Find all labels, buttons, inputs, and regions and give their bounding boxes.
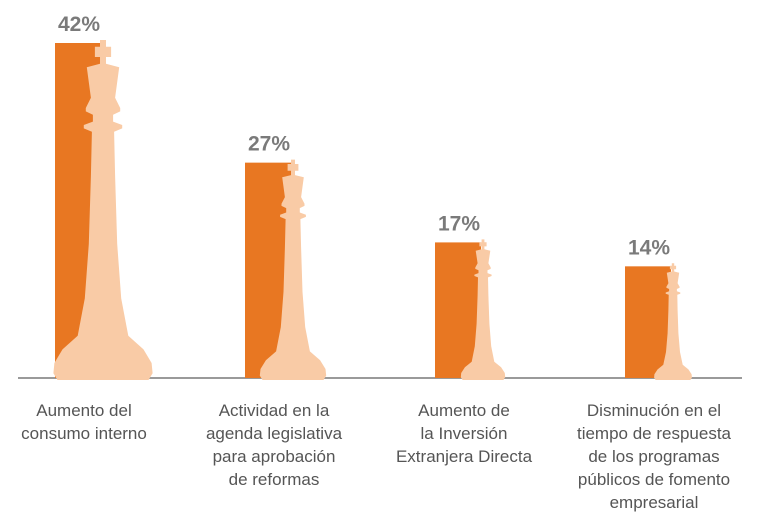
value-label: 27%	[248, 133, 290, 156]
bar	[625, 266, 671, 378]
category-label: la Inversión	[421, 424, 508, 443]
chess-king	[53, 40, 153, 380]
category-label: Aumento de	[418, 401, 510, 420]
category-label: Disminución en el	[587, 401, 721, 420]
category-label: Extranjera Directa	[396, 447, 533, 466]
category-label: para aprobación	[213, 447, 336, 466]
chess-king	[654, 263, 692, 380]
category-label: Aumento del	[36, 401, 131, 420]
category-label: Actividad en la	[219, 401, 330, 420]
value-label: 17%	[438, 212, 480, 235]
category-label: de los programas	[588, 447, 719, 466]
value-label: 42%	[58, 13, 100, 36]
category-label: consumo interno	[21, 424, 147, 443]
chess-king	[460, 239, 506, 380]
category-label: agenda legislativa	[206, 424, 343, 443]
category-label: tiempo de respuesta	[577, 424, 732, 443]
category-label: públicos de fomento	[578, 470, 730, 489]
value-label: 14%	[628, 236, 670, 259]
category-label: empresarial	[610, 493, 699, 512]
chess-king	[259, 159, 327, 380]
category-label: de reformas	[229, 470, 320, 489]
